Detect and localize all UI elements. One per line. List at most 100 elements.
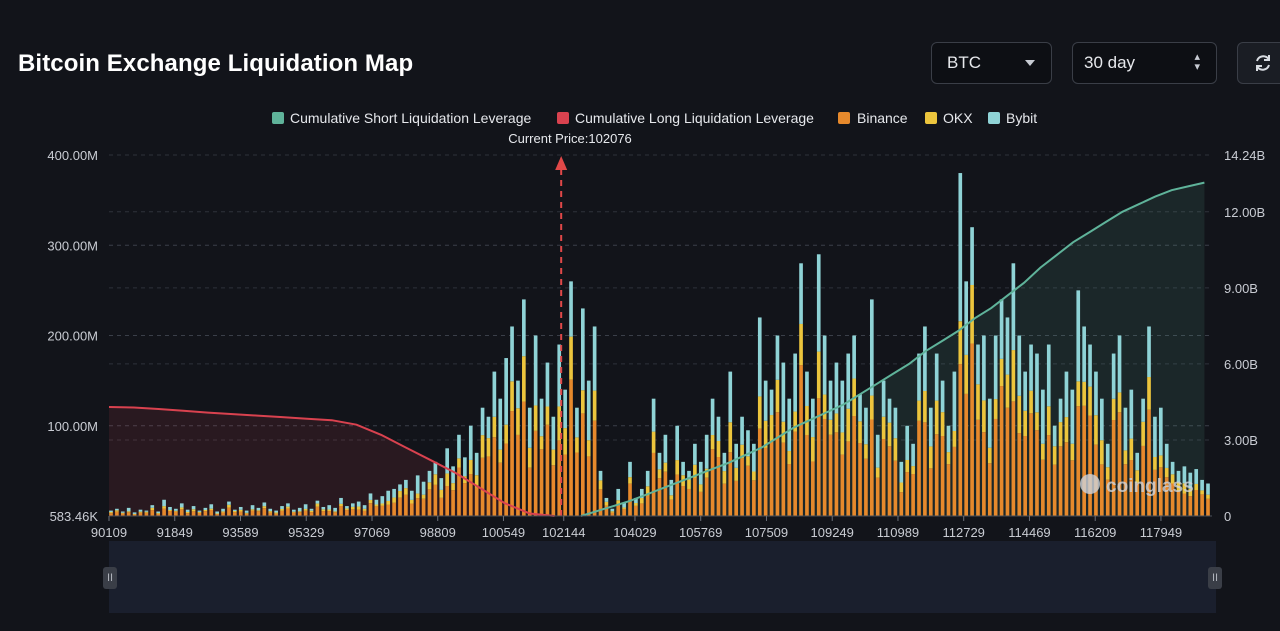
bar-binance — [1035, 430, 1039, 516]
bar-bybit — [120, 511, 125, 513]
bar-bybit — [350, 503, 355, 507]
bar-binance — [350, 509, 355, 516]
bar-okx — [816, 351, 821, 399]
bar-binance — [345, 510, 349, 516]
bar-bybit — [816, 254, 821, 352]
bar-okx — [409, 499, 414, 504]
bar-okx — [510, 381, 514, 412]
bar-bybit — [958, 173, 963, 322]
bar-bybit — [203, 507, 208, 510]
bar-binance — [716, 457, 721, 516]
bar-bybit — [374, 499, 379, 505]
bar-binance — [162, 508, 166, 516]
bar-bybit — [752, 443, 756, 472]
bar-bybit — [380, 496, 385, 504]
bar-okx — [415, 493, 420, 499]
bar-okx — [345, 508, 349, 511]
legend-swatch-short — [272, 112, 284, 124]
brush-left-handle[interactable]: II — [103, 567, 117, 589]
bar-binance — [816, 398, 821, 516]
coin-select[interactable]: BTC — [931, 42, 1052, 84]
bar-binance — [1029, 413, 1033, 516]
legend-swatch-bybit — [988, 112, 1000, 124]
range-brush[interactable] — [109, 541, 1216, 613]
bar-binance — [864, 458, 868, 516]
legend-okx[interactable]: OKX — [943, 110, 973, 126]
bar-binance — [292, 512, 296, 516]
bar-okx — [386, 500, 391, 505]
coin-select-value: BTC — [947, 53, 981, 72]
bar-binance — [1135, 483, 1140, 516]
legend-bybit[interactable]: Bybit — [1006, 110, 1037, 126]
bar-bybit — [1029, 344, 1033, 391]
bar-bybit — [1135, 452, 1140, 471]
bar-binance — [740, 458, 744, 516]
bar-okx — [563, 428, 567, 455]
bar-okx — [987, 447, 992, 464]
bar-okx — [215, 513, 219, 515]
bar-bybit — [740, 416, 744, 445]
bar-binance — [687, 488, 691, 516]
bar-bybit — [368, 493, 373, 500]
bar-okx — [132, 513, 137, 515]
bar-okx — [439, 489, 444, 498]
bar-binance — [374, 506, 379, 516]
bar-bybit — [923, 326, 927, 392]
coinglass-logo-icon — [1080, 474, 1100, 494]
bar-okx — [775, 379, 780, 413]
bar-okx — [1153, 456, 1157, 470]
bar-okx — [828, 419, 833, 435]
bar-okx — [634, 502, 638, 506]
bar-binance — [1005, 407, 1010, 516]
bar-okx — [1029, 390, 1033, 414]
legend-long[interactable]: Cumulative Long Liquidation Leverage — [575, 110, 814, 126]
x-tick-label: 112729 — [942, 525, 984, 540]
x-tick-label: 104029 — [613, 525, 656, 540]
bar-okx — [923, 391, 927, 423]
bar-binance — [362, 510, 367, 516]
bar-okx — [292, 511, 296, 513]
bar-binance — [1176, 491, 1181, 516]
bar-binance — [339, 506, 343, 516]
bar-okx — [545, 406, 550, 425]
bar-okx — [126, 511, 131, 513]
bar-bybit — [928, 407, 933, 447]
bar-binance — [233, 512, 237, 516]
bar-bybit — [610, 508, 615, 512]
bar-binance — [698, 491, 703, 516]
bar-bybit — [209, 504, 214, 509]
bar-okx — [1129, 438, 1134, 461]
bar-binance — [451, 490, 455, 516]
bar-okx — [1011, 350, 1016, 402]
bar-binance — [610, 512, 615, 516]
bar-bybit — [592, 326, 597, 391]
range-select[interactable]: 30 day ▴ ▾ — [1072, 42, 1217, 84]
bar-binance — [1064, 442, 1069, 516]
refresh-button[interactable] — [1237, 42, 1280, 84]
bar-bybit — [233, 509, 237, 511]
bar-bybit — [262, 502, 267, 507]
legend-short[interactable]: Cumulative Short Liquidation Leverage — [290, 110, 531, 126]
bar-bybit — [1141, 398, 1145, 422]
bar-bybit — [1017, 335, 1022, 396]
bar-bybit — [439, 478, 444, 490]
x-tick-label: 97069 — [354, 525, 390, 540]
bar-bybit — [327, 505, 332, 510]
bar-okx — [899, 482, 904, 493]
bar-okx — [1005, 374, 1010, 408]
legend-binance[interactable]: Binance — [857, 110, 908, 126]
bar-bybit — [303, 504, 308, 509]
bar-okx — [209, 508, 214, 511]
bar-binance — [179, 509, 184, 516]
bar-okx — [917, 400, 921, 421]
bar-okx — [651, 431, 656, 453]
bar-okx — [533, 405, 538, 431]
x-tick-label: 107509 — [745, 525, 788, 540]
bar-bybit — [545, 362, 550, 407]
bar-okx — [250, 509, 255, 511]
brush-right-handle[interactable]: II — [1208, 567, 1222, 589]
bar-okx — [958, 321, 963, 365]
bar-okx — [1017, 395, 1022, 434]
bar-okx — [504, 424, 508, 444]
bar-binance — [651, 452, 656, 516]
